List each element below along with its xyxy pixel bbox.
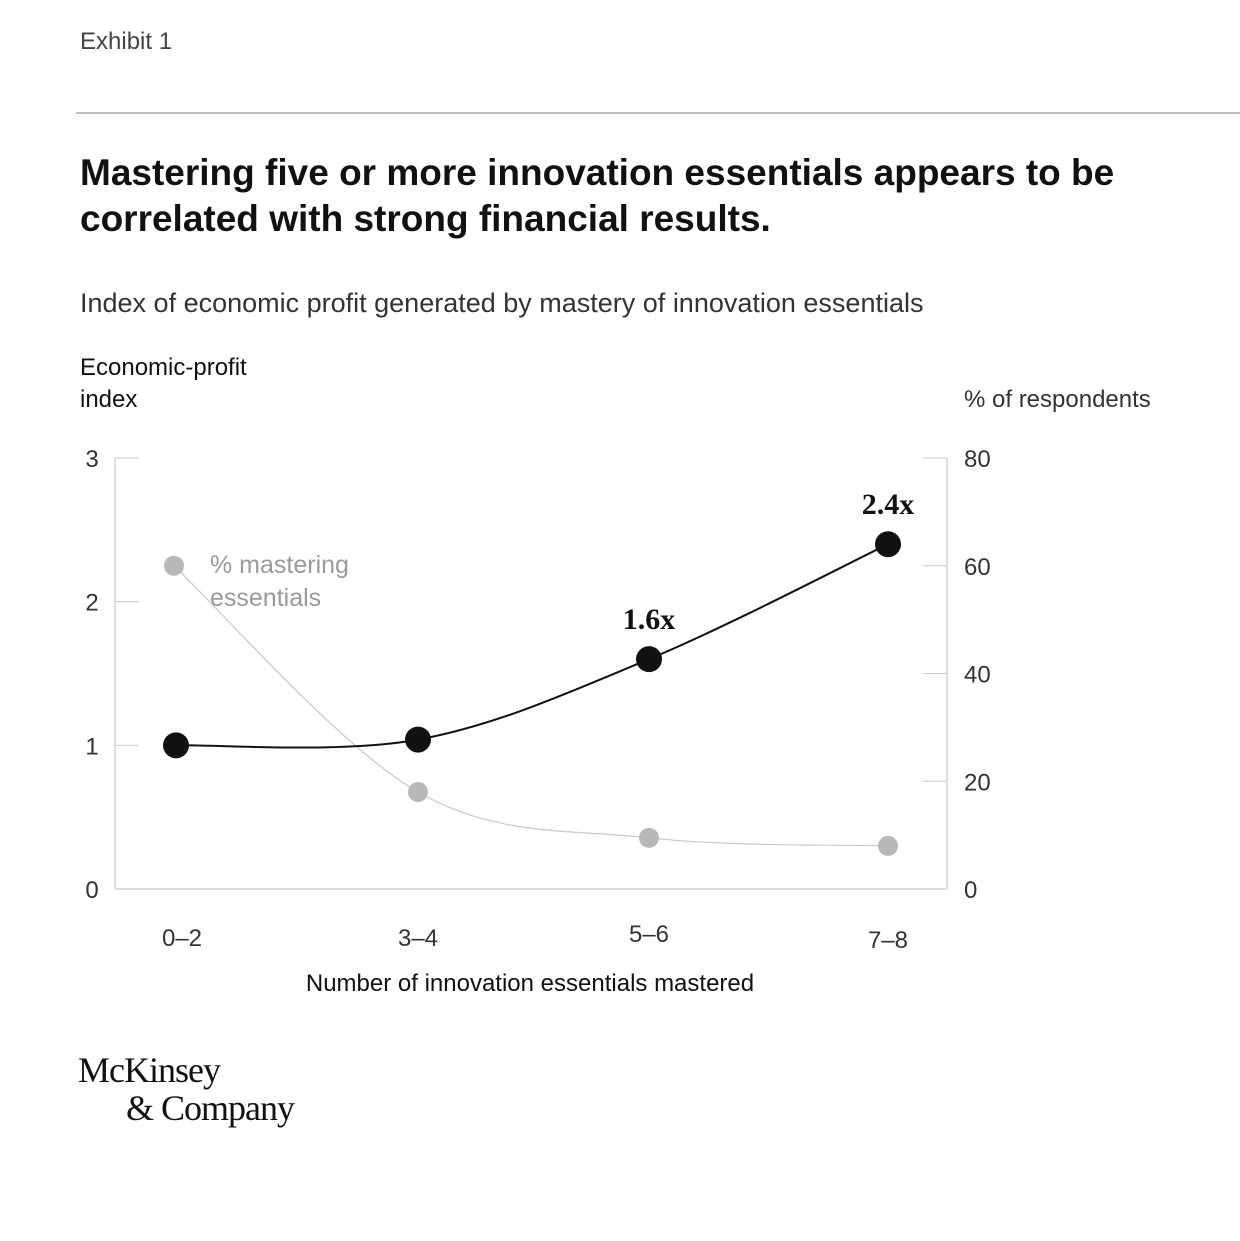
y-right-tick-label: 0 bbox=[964, 877, 977, 904]
y-left-tick-label: 1 bbox=[85, 733, 98, 760]
chart-title: Mastering five or more innovation essent… bbox=[80, 152, 1115, 239]
chart-subtitle: Index of economic profit generated by ma… bbox=[80, 288, 924, 318]
y-left-tick-label: 3 bbox=[85, 446, 98, 473]
series-pct-mastering-point bbox=[878, 835, 898, 856]
series-index-data-label: 1.6x bbox=[623, 603, 676, 636]
x-tick-label: 0–2 bbox=[162, 925, 202, 952]
series-index-point bbox=[405, 726, 431, 753]
series-pct-mastering-point bbox=[164, 555, 184, 576]
y-left-tick-label: 0 bbox=[85, 877, 98, 904]
y-left-tick-label: 2 bbox=[85, 590, 98, 617]
y-axis-left-label: Economic-profit index bbox=[80, 354, 247, 413]
y-axis-right-label: % of respondents bbox=[964, 386, 1151, 413]
series-pct-mastering-point bbox=[639, 827, 659, 848]
x-axis-label: Number of innovation essentials mastered bbox=[305, 970, 755, 997]
logo-line-1: McKinsey bbox=[78, 1050, 221, 1090]
series-pct-mastering-line bbox=[173, 565, 889, 847]
series-index-point bbox=[636, 646, 662, 673]
series-pct-mastering-label-line2: essentials bbox=[210, 584, 321, 612]
y-right-tick-label: 40 bbox=[964, 662, 991, 689]
y-right-tick-label: 60 bbox=[964, 554, 991, 581]
series-index-data-label: 2.4x bbox=[862, 488, 915, 521]
logo-line-2: & Company bbox=[126, 1088, 295, 1128]
y-right-tick-label: 80 bbox=[964, 446, 991, 473]
x-tick-label: 5–6 bbox=[629, 921, 669, 948]
mckinsey-logo: McKinsey & Company bbox=[78, 1050, 295, 1128]
x-tick-label: 3–4 bbox=[398, 925, 438, 952]
series-index-line bbox=[175, 543, 889, 749]
header-divider bbox=[76, 112, 1240, 114]
x-tick-label: 7–8 bbox=[868, 927, 908, 954]
y-right-tick-label: 20 bbox=[964, 769, 991, 796]
series-index-point bbox=[163, 732, 189, 759]
series-pct-mastering-label-line1: % mastering bbox=[210, 551, 349, 579]
series-index-point bbox=[875, 531, 901, 558]
series-pct-mastering-point bbox=[408, 782, 428, 803]
exhibit-label: Exhibit 1 bbox=[80, 28, 173, 55]
